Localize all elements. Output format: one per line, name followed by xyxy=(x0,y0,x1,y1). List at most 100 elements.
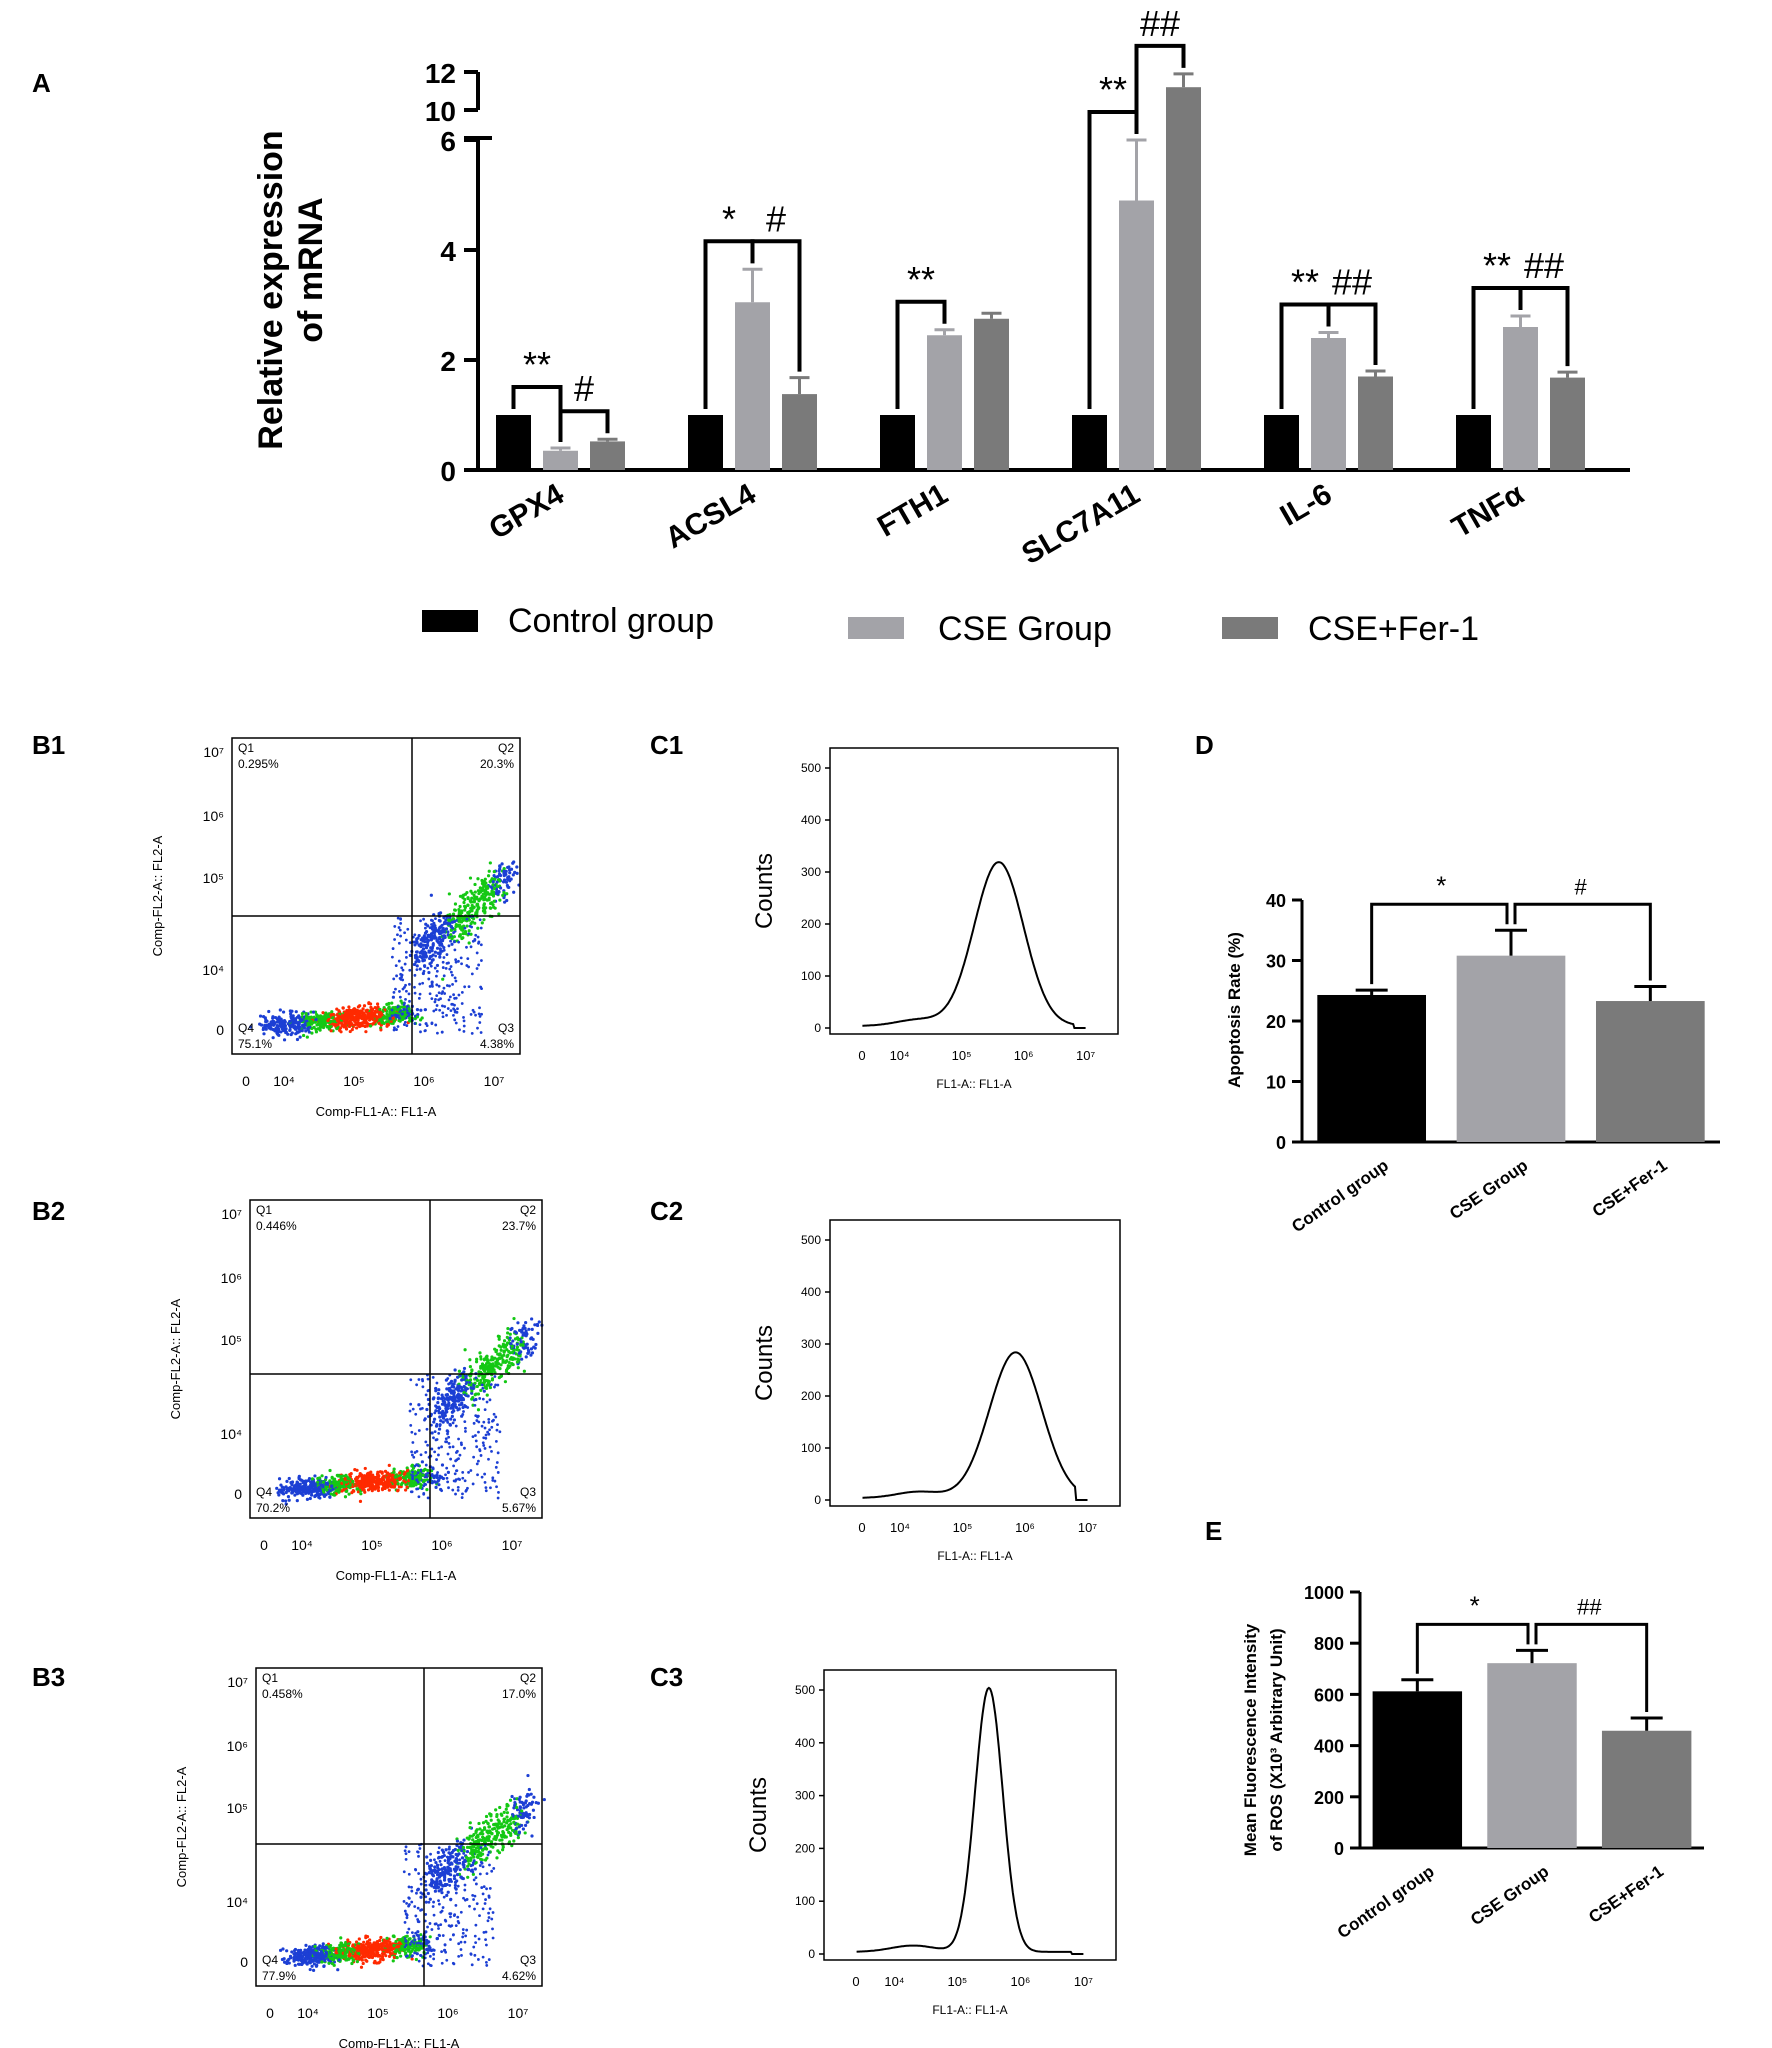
dot-point xyxy=(524,1329,528,1333)
dot-plot-y-tick-label: 0 xyxy=(234,1486,242,1502)
quadrant-q4-label: Q4 xyxy=(238,1021,254,1035)
dot-point xyxy=(300,1962,304,1966)
dot-point xyxy=(423,1482,427,1486)
dot-point xyxy=(262,1032,266,1036)
dot-point xyxy=(342,1480,346,1484)
dot-point xyxy=(451,1421,455,1425)
dot-point xyxy=(464,1430,467,1433)
dot-point xyxy=(411,1407,415,1411)
dot-point xyxy=(445,1013,448,1017)
dot-point xyxy=(428,985,432,988)
dot-point xyxy=(505,1348,509,1352)
dot-point xyxy=(306,1026,310,1030)
dot-point xyxy=(490,1378,495,1382)
dot-point xyxy=(531,1808,536,1812)
dot-point xyxy=(318,1020,322,1024)
dot-point xyxy=(415,1478,419,1482)
dot-point xyxy=(330,1947,334,1951)
chart-a: Relative expression of mRNA 02461012GPX4… xyxy=(252,3,1630,571)
dot-point xyxy=(375,1002,380,1006)
dot-point xyxy=(290,1031,294,1035)
dot-point xyxy=(450,1414,454,1419)
dot-point xyxy=(512,890,516,894)
dot-point xyxy=(419,938,423,942)
dot-point xyxy=(307,1022,311,1027)
dot-point xyxy=(440,944,444,947)
dot-point xyxy=(436,1031,439,1035)
dot-point xyxy=(280,1026,285,1030)
dot-point xyxy=(430,997,434,1001)
dot-point xyxy=(481,1441,485,1445)
dot-point xyxy=(258,1014,263,1018)
dot-point xyxy=(392,1467,396,1471)
dot-point xyxy=(278,1017,282,1021)
dot-point xyxy=(301,1480,305,1485)
dot-point xyxy=(390,955,394,959)
dot-point xyxy=(529,1353,533,1357)
dot-point xyxy=(417,1937,421,1941)
dot-point xyxy=(453,1859,457,1863)
chart-e-category-label: Control group xyxy=(1334,1862,1438,1943)
chart-d-ylabel: Apoptosis Rate (%) xyxy=(1225,932,1244,1088)
dot-point xyxy=(454,923,458,927)
dot-point xyxy=(477,1374,481,1378)
dot-point xyxy=(468,1358,472,1362)
dot-point xyxy=(405,1916,409,1920)
dot-point xyxy=(430,1447,434,1451)
dot-point xyxy=(515,1345,520,1349)
dot-point xyxy=(462,1016,465,1019)
chart-a-significance-label: ** xyxy=(907,259,935,300)
dot-cloud xyxy=(249,860,521,1042)
dot-point xyxy=(467,941,471,945)
dot-plot-x-tick-label: 0 xyxy=(260,1537,268,1553)
dot-point xyxy=(444,1473,447,1477)
dot-point xyxy=(432,1420,436,1424)
dot-point xyxy=(512,1820,516,1824)
dot-point xyxy=(324,1482,329,1486)
dot-point xyxy=(478,1448,482,1451)
dot-point xyxy=(418,992,422,996)
quadrant-q4-value: 70.2% xyxy=(256,1501,290,1515)
dot-point xyxy=(350,1961,354,1966)
dot-point xyxy=(503,900,507,904)
dot-point xyxy=(321,1945,325,1950)
dot-point xyxy=(529,1347,534,1351)
legend-swatch-fer xyxy=(1222,617,1278,639)
dot-point xyxy=(410,1450,414,1454)
dot-point xyxy=(487,1417,491,1421)
dot-point xyxy=(399,978,403,981)
dot-point xyxy=(355,1960,359,1964)
dot-point xyxy=(496,1383,500,1387)
dot-point xyxy=(435,983,439,987)
dot-point xyxy=(460,1875,463,1879)
dot-point xyxy=(453,908,457,912)
quadrant-q2-value: 23.7% xyxy=(502,1219,536,1233)
dot-point xyxy=(392,1934,396,1938)
dot-point xyxy=(476,1855,480,1859)
dot-point xyxy=(324,1011,328,1015)
dot-point xyxy=(439,1863,443,1867)
dot-point xyxy=(439,1419,443,1423)
dot-point xyxy=(439,938,443,942)
dot-point xyxy=(400,1015,404,1020)
dot-point xyxy=(423,931,428,935)
dot-point xyxy=(360,1958,364,1962)
dot-point xyxy=(424,1450,428,1454)
chart-a-ylabel-line1: Relative expression xyxy=(252,130,290,449)
dot-point xyxy=(453,902,458,906)
dot-point xyxy=(285,1479,289,1483)
dot-point xyxy=(495,880,499,884)
dot-point xyxy=(441,1004,444,1008)
quadrant-q3-value: 5.67% xyxy=(502,1501,536,1515)
dot-point xyxy=(471,1482,475,1486)
dot-point xyxy=(293,1947,298,1952)
dot-point xyxy=(483,1481,487,1484)
dot-point xyxy=(398,995,402,999)
dot-point xyxy=(517,1830,522,1834)
dot-point xyxy=(440,1489,444,1493)
dot-point xyxy=(497,912,501,916)
dot-point xyxy=(530,1327,534,1331)
dot-point xyxy=(328,1489,332,1493)
dot-point xyxy=(358,1009,362,1013)
